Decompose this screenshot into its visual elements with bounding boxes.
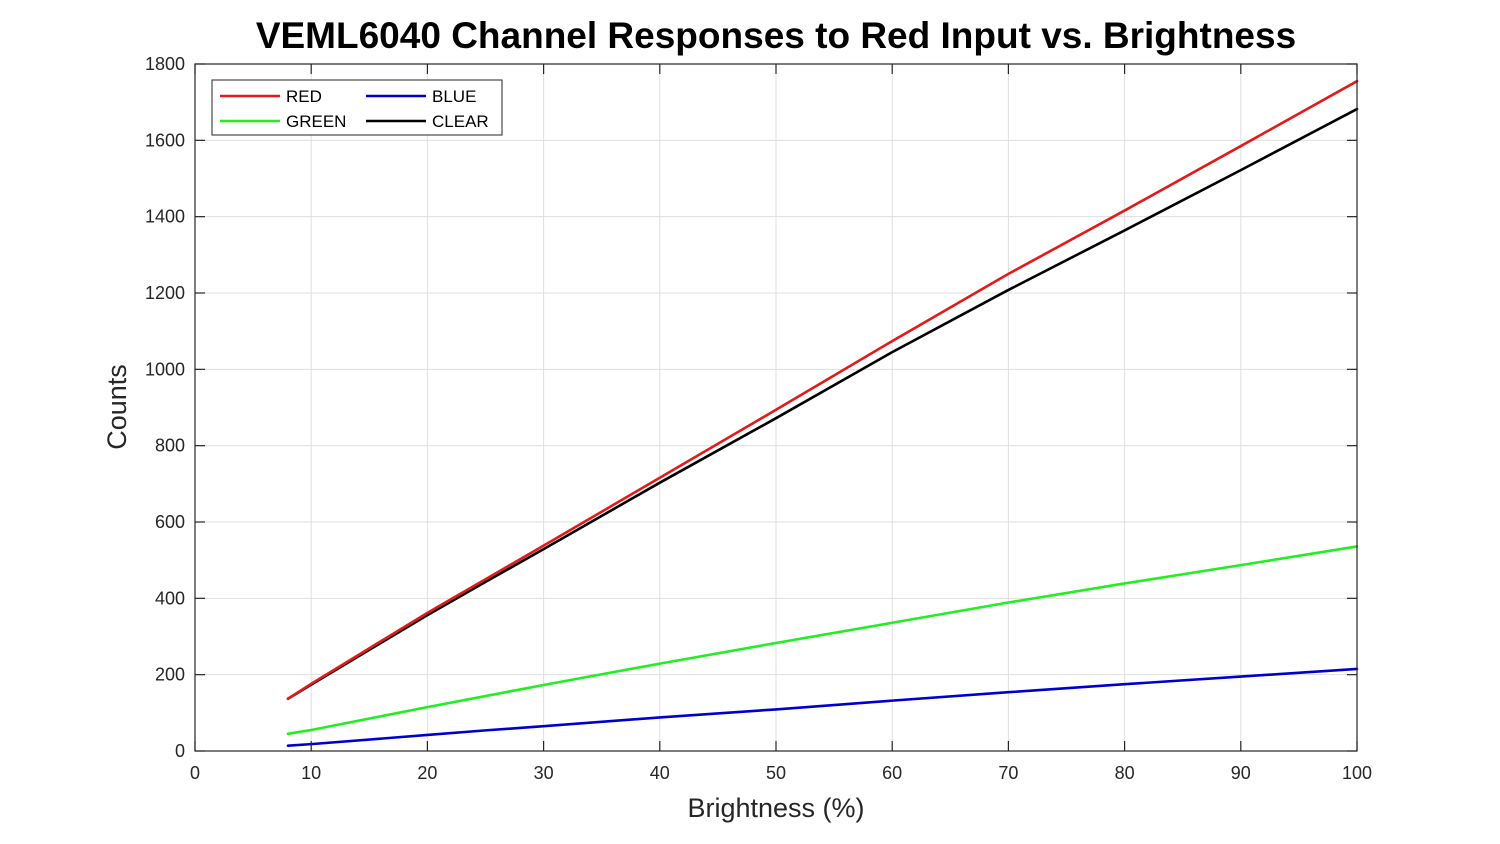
y-axis-label: Counts xyxy=(102,364,132,450)
x-tick-label: 80 xyxy=(1115,763,1135,783)
series-lines xyxy=(286,79,1359,747)
axis-ticks: 0 10 20 30 40 50 60 70 80 90 100020040060080010001… xyxy=(145,54,1372,783)
x-tick-label: 40 xyxy=(650,763,670,783)
y-tick-label: 0 xyxy=(175,741,185,761)
x-tick-label: 30 xyxy=(534,763,554,783)
legend-label-blue: BLUE xyxy=(432,87,476,106)
x-tick-label: 60 xyxy=(882,763,902,783)
legend-label-clear: CLEAR xyxy=(432,112,489,131)
legend: RED BLUE GREEN CLEAR xyxy=(211,79,503,136)
legend-label-green: GREEN xyxy=(286,112,346,131)
series-line-clear xyxy=(286,107,1359,701)
y-tick-label: 400 xyxy=(155,588,185,608)
chart-title: VEML6040 Channel Responses to Red Input … xyxy=(256,15,1296,56)
x-tick-label: 50 xyxy=(766,763,786,783)
y-tick-label: 1800 xyxy=(145,54,185,74)
y-tick-label: 1200 xyxy=(145,283,185,303)
y-tick-label: 1000 xyxy=(145,359,185,379)
x-tick-label: 70 xyxy=(998,763,1018,783)
y-tick-label: 1400 xyxy=(145,207,185,227)
y-tick-label: 800 xyxy=(155,436,185,456)
x-tick-label: 10 xyxy=(301,763,321,783)
series-line-green xyxy=(286,545,1359,736)
x-tick-label: 20 xyxy=(417,763,437,783)
x-axis-label: Brightness (%) xyxy=(687,793,864,823)
y-tick-label: 200 xyxy=(155,665,185,685)
legend-box xyxy=(211,79,503,136)
x-tick-label: 0 xyxy=(190,763,200,783)
x-tick-label: 100 xyxy=(1342,763,1372,783)
y-tick-label: 1600 xyxy=(145,130,185,150)
series-line-red xyxy=(286,79,1359,701)
series-line-blue xyxy=(286,667,1359,747)
x-tick-label: 90 xyxy=(1231,763,1251,783)
legend-label-red: RED xyxy=(286,87,322,106)
y-tick-label: 600 xyxy=(155,512,185,532)
